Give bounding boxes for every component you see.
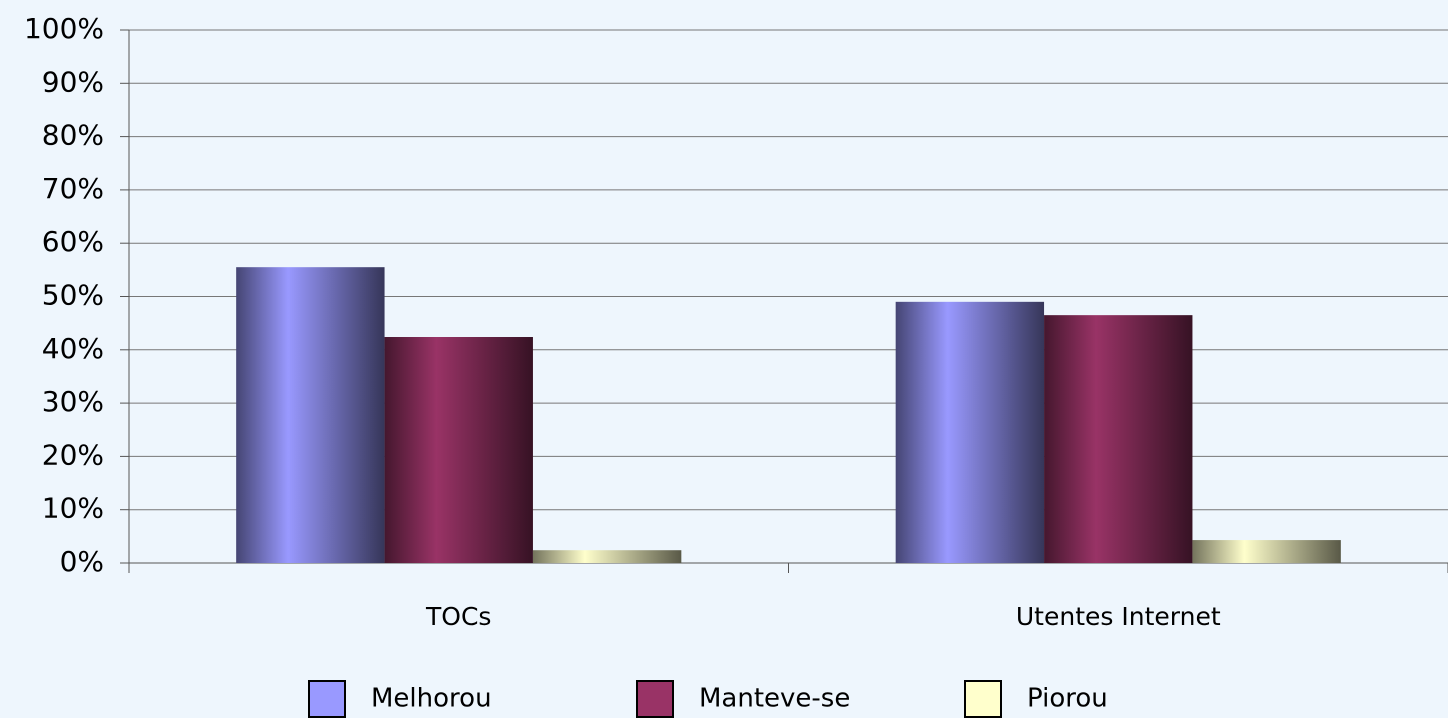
legend-swatch — [964, 680, 1002, 718]
y-tick-label: 10% — [42, 492, 104, 525]
y-tick-label: 30% — [42, 385, 104, 418]
y-tick-label: 50% — [42, 279, 104, 312]
bar — [1192, 540, 1341, 563]
y-tick-label: 80% — [42, 119, 104, 152]
y-tick-label: 90% — [42, 65, 104, 98]
x-tick-label: Utentes Internet — [1016, 602, 1221, 631]
y-tick-label: 0% — [60, 545, 104, 578]
legend-label: Piorou — [1027, 684, 1108, 714]
bar — [895, 301, 1045, 563]
y-tick-label: 70% — [42, 172, 104, 205]
legend-swatch — [636, 680, 674, 718]
bar — [384, 337, 533, 563]
x-tick-label: TOCs — [425, 602, 491, 631]
bar — [532, 550, 682, 563]
y-tick-label: 100% — [24, 12, 104, 45]
legend-label: Melhorou — [371, 684, 492, 714]
y-tick-label: 40% — [42, 332, 104, 365]
legend-swatch — [308, 680, 346, 718]
legend-label: Manteve-se — [699, 684, 850, 714]
bar — [1044, 315, 1193, 563]
bar — [236, 267, 385, 563]
y-tick-label: 60% — [42, 225, 104, 258]
y-tick-label: 20% — [42, 438, 104, 471]
